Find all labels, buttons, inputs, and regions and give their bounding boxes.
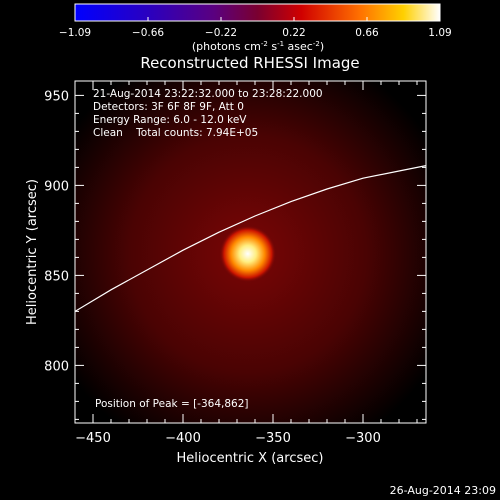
colorbar-tick-label: −0.22: [205, 27, 237, 39]
colorbar-tick-label: 0.66: [355, 27, 379, 39]
y-tick-label: 900: [44, 179, 69, 194]
x-tick-label: −400: [165, 431, 201, 446]
annotation-time-range: 21-Aug-2014 23:22:32.000 to 23:28:22.000: [93, 88, 323, 100]
solar-limb-line: [75, 165, 426, 312]
chart-title: Reconstructed RHESSI Image: [140, 54, 359, 72]
colorbar-tick-label: −1.09: [59, 27, 91, 39]
colorbar-tick-label: 0.22: [282, 27, 305, 39]
y-tick-label: 950: [44, 89, 69, 104]
y-axis-ticks: 800 850 900 950: [44, 89, 426, 420]
annotation-clean-counts: Clean Total counts: 7.94E+05: [93, 127, 258, 139]
x-tick-label: −350: [255, 431, 291, 446]
y-tick-label: 850: [44, 269, 69, 284]
y-axis-label: Heliocentric Y (arcsec): [25, 179, 40, 325]
footer-date: 26-Aug-2014 23:09: [390, 484, 496, 497]
x-tick-label: −300: [345, 431, 381, 446]
x-tick-label: −450: [75, 431, 111, 446]
peak-position-label: Position of Peak = [-364,862]: [95, 398, 249, 410]
colorbar-ticks: −1.09 −0.66 −0.22 0.22 0.66 1.09: [59, 17, 452, 39]
colorbar-tick-label: 1.09: [428, 27, 451, 39]
x-axis-ticks: −450 −400 −350 −300: [74, 81, 418, 446]
colorbar-tick-label: −0.66: [132, 27, 164, 39]
emission-peak: [219, 225, 276, 282]
annotation-detectors: Detectors: 3F 6F 8F 9F, Att 0: [93, 101, 244, 113]
y-tick-label: 800: [44, 359, 69, 374]
annotation-energy-range: Energy Range: 6.0 - 12.0 keV: [93, 114, 247, 126]
image-area: [75, 81, 426, 423]
plot-frame: [74, 80, 427, 424]
x-axis-label: Heliocentric X (arcsec): [177, 451, 324, 466]
colorbar: [74, 3, 441, 22]
colorbar-units-label: (photons cm-2 s-1 asec-2): [192, 40, 324, 53]
